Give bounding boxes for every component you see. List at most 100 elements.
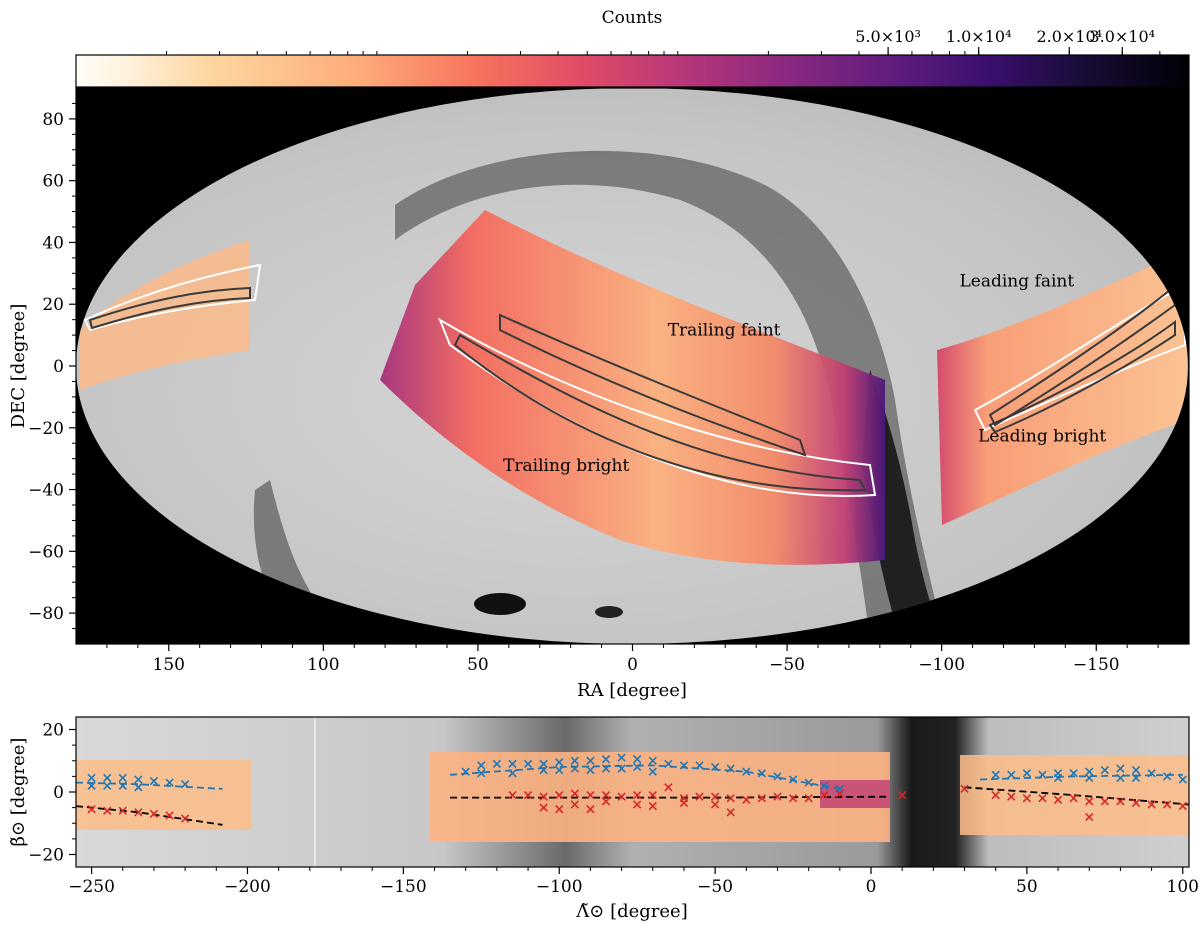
bottom-xtick-label: 100 [1167,877,1199,897]
x-marker [87,773,96,783]
x-marker [118,781,127,790]
x-marker [165,778,174,787]
top-ytick-label: 0 [53,357,64,377]
fit-line [450,764,840,790]
galactic-plane-dust [395,150,945,641]
top-xtick-label: −50 [769,655,805,675]
x-marker [1163,772,1172,781]
x-marker [555,765,564,775]
bottom-ytick-label: 20 [42,721,64,741]
x-marker [679,761,689,770]
x-marker [788,794,798,803]
x-marker [1069,794,1078,803]
x-marker [180,814,190,823]
x-marker [664,783,673,792]
x-marker [679,798,689,808]
bottom-xtick-label: −150 [380,877,427,897]
x-marker [1053,773,1063,783]
bottom-xtick-label: −50 [697,877,733,897]
x-marker [710,800,720,809]
x-marker [523,759,533,769]
annotation-label: Leading bright [978,427,1106,447]
x-marker [1178,801,1187,811]
x-marker [648,801,657,811]
x-marker [118,806,127,815]
x-marker [1085,797,1094,806]
x-marker [570,800,579,809]
x-marker [118,773,127,783]
x-marker [757,769,767,778]
smc-blob [595,606,623,618]
bottom-ytick-label: 0 [53,783,64,803]
x-marker [1007,792,1016,801]
annotation-label: Trailing faint [668,321,781,341]
colorbar-tick-label: 5.0×10³ [855,27,921,46]
leading-density-region [937,250,1188,525]
bottom-xlabel: Λ̃⊙ [degree] [575,901,687,922]
x-marker [1038,794,1047,803]
x-marker [539,765,548,775]
x-marker [991,770,1000,779]
bottom-xtick-label: 50 [1016,877,1038,897]
top-ytick-label: −60 [28,542,64,562]
x-marker [820,790,829,800]
x-marker [1131,773,1141,783]
x-marker [523,790,533,800]
x-marker [1038,770,1047,779]
x-marker [539,759,548,769]
x-marker [742,795,751,804]
x-marker [633,755,642,764]
x-marker [586,765,595,775]
x-marker [508,790,517,800]
x-marker [570,789,579,798]
bottom-marks [76,753,1189,826]
x-marker [149,809,159,819]
x-marker [555,805,564,814]
x-marker [648,767,657,776]
x-marker [555,758,564,767]
bottom-plot-frame [75,716,1190,868]
x-marker [1022,769,1032,778]
colorbar-tick-label: 2.0×10⁴ [1036,27,1102,46]
top-ytick-label: −20 [28,419,64,439]
x-marker [539,792,548,801]
x-marker [742,767,751,776]
x-marker [1147,769,1156,778]
colorbar-gradient [75,54,1190,88]
x-marker [820,781,829,790]
x-marker [633,800,642,809]
x-marker [134,808,143,817]
x-marker [103,781,112,790]
stream-annotations: Trailing faint Trailing bright Leading fai… [503,272,1106,476]
x-marker [804,778,813,787]
top-xtick-label: 100 [307,655,339,675]
x-marker [617,753,626,762]
x-marker [835,789,844,798]
x-marker [1116,773,1125,783]
annotation-label: Leading faint [960,272,1075,292]
x-marker [617,792,626,801]
bottom-xtick-label: 0 [866,877,877,897]
top-ytick-label: 40 [42,233,64,253]
bottom-xtick-label: −250 [68,877,115,897]
x-marker [1131,798,1141,808]
fit-line [980,773,1183,781]
top-xtick-label: 150 [153,655,185,675]
colorbar-tick-label: 3.0×10⁴ [1089,27,1155,46]
x-marker [648,790,657,800]
bottom-xtick-label: −100 [536,877,583,897]
x-marker [1116,797,1125,806]
x-marker [1147,800,1156,809]
x-marker [1085,767,1094,776]
x-marker [1053,795,1063,804]
x-marker [1131,765,1141,775]
top-ytick-label: 80 [42,110,64,130]
x-marker [601,797,611,806]
trailing-faint-contour [499,313,807,457]
x-marker [726,808,735,817]
x-marker [508,759,517,769]
x-marker [134,775,143,784]
leading-bright-contour [988,320,1176,434]
